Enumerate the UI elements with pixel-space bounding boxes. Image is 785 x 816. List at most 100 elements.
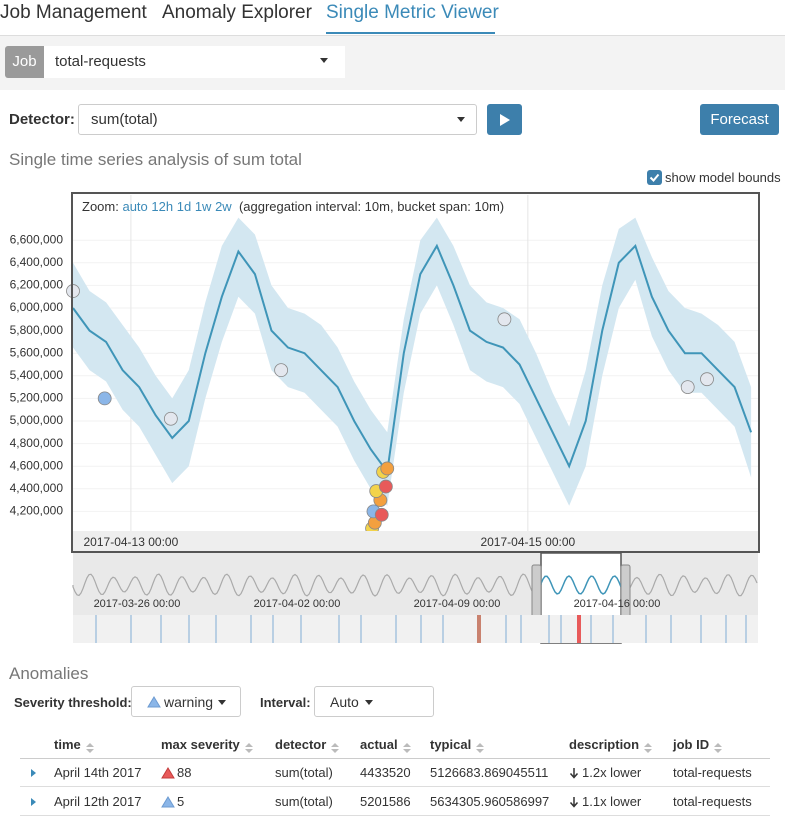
detector-select[interactable]	[78, 104, 477, 135]
plot-frame	[71, 192, 760, 553]
table-cell: total-requests	[673, 765, 752, 780]
interval-value: Auto	[330, 694, 359, 710]
interval-label: Interval:	[260, 695, 311, 710]
anomaly-marker	[380, 461, 395, 476]
table-cell: 1.1x lower	[582, 794, 642, 809]
y-tick-label: 6,000,000	[10, 300, 64, 314]
y-tick-label: 4,200,000	[10, 504, 64, 518]
swimlane-cell	[577, 615, 581, 643]
forecast-button[interactable]: Forecast	[700, 104, 779, 135]
anomaly-marker	[163, 411, 178, 426]
table-cell: April 12th 2017	[54, 794, 142, 809]
severity-select[interactable]: warning	[131, 686, 241, 717]
x-axis-strip	[73, 531, 758, 552]
y-tick-label: 5,000,000	[10, 413, 64, 427]
y-tick-label: 6,200,000	[10, 278, 64, 292]
y-tick-label: 4,800,000	[10, 436, 64, 450]
detector-value: sum(total)	[91, 111, 158, 128]
zoom-option[interactable]: auto	[122, 199, 148, 214]
swimlane-cell	[420, 615, 422, 643]
sort-icon[interactable]	[86, 740, 94, 753]
swimlane-cell	[670, 615, 672, 643]
swimlane-cell	[442, 615, 444, 643]
column-header[interactable]: time	[54, 737, 81, 752]
context-line-selected	[540, 575, 622, 595]
detector-label: Detector:	[9, 111, 75, 128]
y-tick-label: 6,400,000	[10, 255, 64, 269]
sort-icon[interactable]	[403, 740, 411, 753]
interval-select[interactable]: Auto	[314, 686, 434, 717]
zoom-bar: Zoom: auto 12h 1d 1w 2w (aggregation int…	[82, 199, 504, 214]
swimlane-cell	[505, 615, 507, 643]
y-tick-label: 5,400,000	[10, 368, 64, 382]
severity-value: warning	[164, 694, 214, 710]
anomaly-marker	[374, 507, 389, 522]
context-label: 2017-04-16 00:00	[574, 598, 661, 610]
swimlane-cell	[188, 615, 190, 643]
swimlane-cell	[300, 615, 302, 643]
series-line	[73, 243, 753, 475]
anomaly-marker	[97, 391, 112, 406]
swimlane-cell	[360, 615, 362, 643]
y-tick-label: 6,600,000	[10, 232, 64, 246]
column-header[interactable]: description	[569, 737, 640, 752]
swimlane-cell	[548, 615, 550, 643]
tab[interactable]: Job Management	[0, 2, 147, 23]
column-header[interactable]: actual	[360, 737, 398, 752]
row-rule	[20, 786, 770, 787]
table-cell: 88	[177, 765, 192, 780]
swimlane-cell	[395, 615, 397, 643]
anomaly-marker	[497, 312, 512, 327]
context-label: 2017-04-02 00:00	[254, 598, 341, 610]
sort-icon[interactable]	[644, 740, 652, 753]
checkbox[interactable]	[647, 170, 662, 185]
column-header[interactable]: job ID	[673, 737, 710, 752]
swimlane-cell	[612, 615, 614, 643]
checkbox-label: show model bounds	[665, 170, 781, 185]
zoom-option[interactable]: 1w	[194, 199, 212, 214]
expand-arrow[interactable]	[31, 769, 36, 777]
chart-heading: Single time series analysis of sum total	[9, 150, 302, 169]
table-cell: April 14th 2017	[54, 765, 142, 780]
job-label: Job	[5, 46, 44, 78]
swimlane-cell	[700, 615, 702, 643]
caret	[457, 117, 465, 122]
severity-label: Severity threshold:	[14, 695, 132, 710]
down-arrow	[569, 766, 579, 779]
swimlane-cell	[160, 615, 162, 643]
sort-icon[interactable]	[331, 740, 339, 753]
table-cell: 5201586	[360, 794, 411, 809]
context-label: 2017-03-26 00:00	[94, 598, 181, 610]
zoom-option[interactable]: 12h	[151, 199, 174, 214]
anomaly-marker	[378, 479, 393, 494]
zoom-option[interactable]: 2w	[215, 199, 232, 214]
column-header[interactable]: typical	[430, 737, 472, 752]
y-tick-label: 5,200,000	[10, 391, 64, 405]
swimlane-cell	[520, 615, 522, 643]
swimlane-cell	[645, 615, 647, 643]
x-tick-label: 2017-04-15 00:00	[480, 535, 575, 549]
table-cell: 5126683.869045511	[430, 765, 549, 780]
table-cell: 5634305.960586997	[430, 794, 550, 809]
swimlane-cell	[477, 615, 481, 643]
expand-arrow[interactable]	[31, 798, 36, 806]
tab-underline	[326, 32, 495, 34]
swimlane	[73, 615, 758, 643]
y-tick-label: 4,600,000	[10, 458, 64, 472]
sort-icon[interactable]	[476, 740, 484, 753]
column-header[interactable]: max severity	[161, 737, 240, 752]
sort-icon[interactable]	[245, 740, 253, 753]
sort-icon[interactable]	[714, 740, 722, 753]
tab[interactable]: Anomaly Explorer	[162, 2, 312, 23]
y-tick-label: 5,800,000	[10, 323, 64, 337]
column-header[interactable]: detector	[275, 737, 327, 752]
play-button[interactable]	[487, 104, 522, 135]
tab-active[interactable]: Single Metric Viewer	[326, 2, 499, 23]
job-select[interactable]	[44, 46, 345, 78]
swimlane-cell	[130, 615, 132, 643]
table-cell: total-requests	[673, 794, 752, 809]
swimlane-cell	[560, 615, 562, 643]
job-value: total-requests	[55, 53, 146, 70]
zoom-option[interactable]: 1d	[176, 199, 192, 214]
